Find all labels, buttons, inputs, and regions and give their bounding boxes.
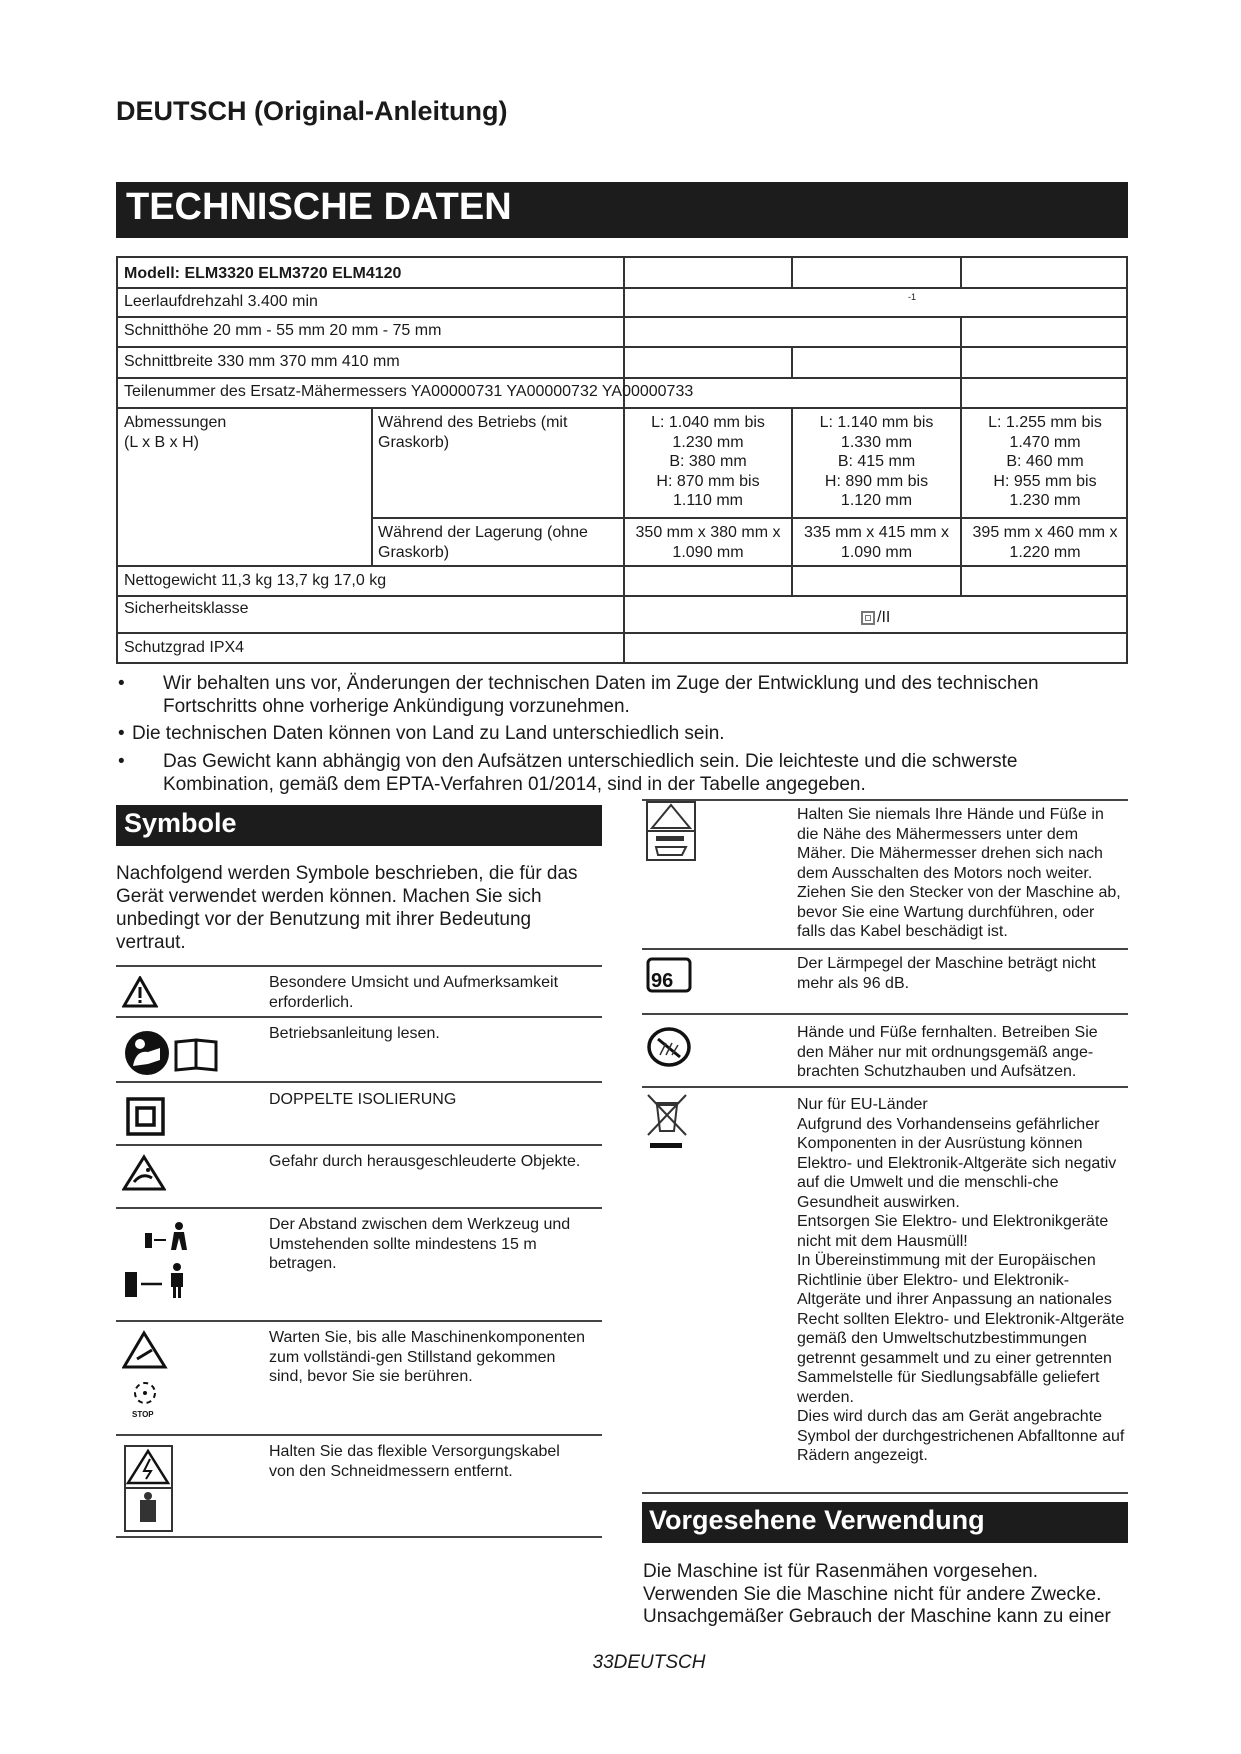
- spec-idle-speed: Leerlaufdrehzahl 3.400 min: [124, 293, 318, 310]
- section-heading-intended-use: Vorgesehene Verwendung: [642, 1502, 1128, 1543]
- distance-bystander-icon: [125, 1222, 187, 1298]
- spec-dim-operation-elm4120: L: 1.255 mm bis 1.470 mm B: 460 mm H: 95…: [988, 414, 1102, 509]
- symbol-text-wait-stop: Warten Sie, bis alle Maschinenkomponente…: [269, 1329, 586, 1385]
- document-title: DEUTSCH (Original-Anleitung): [116, 96, 508, 126]
- symbol-text-thrown-objects: Gefahr durch herausgeschleuderte Objekte…: [269, 1153, 581, 1170]
- spec-blade-part-number: Teilenummer des Ersatz-Mähermessers YA00…: [124, 383, 694, 400]
- cable-blade-icon: [124, 1445, 173, 1532]
- symbols-intro: Nachfolgend werden Symbole beschrieben, …: [116, 863, 578, 953]
- specs-table: Modell: ELM3320 ELM3720 ELM4120 Leerlauf…: [116, 256, 1128, 664]
- section-heading-symbols: Symbole: [116, 805, 602, 846]
- warning-triangle-icon: [122, 976, 158, 1008]
- blade-hands-feet-icon: [646, 801, 696, 861]
- symbol-text-noise: Der Lärmpegel der Maschine beträgt nicht…: [797, 955, 1096, 992]
- spec-safety-class-label: Sicherheitsklasse: [124, 600, 249, 617]
- note-1: Wir behalten uns vor, Änderungen der tec…: [163, 673, 1039, 717]
- spec-dim-storage-elm3720: 335 mm x 415 mm x 1.090 mm: [804, 524, 949, 561]
- thrown-objects-icon: [122, 1154, 166, 1191]
- symbol-text-blade-hands-feet: Halten Sie niemals Ihre Hände und Füße i…: [797, 806, 1121, 940]
- read-manual-icon: [125, 1031, 218, 1075]
- symbol-text-weee: Nur für EU-Länder Aufgrund des Vorhanden…: [797, 1096, 1125, 1464]
- note-2: Die technischen Daten können von Land zu…: [132, 723, 725, 744]
- spec-dimensions-label: Abmessungen (L x B x H): [124, 414, 227, 451]
- section-heading-technical-data: TECHNISCHE DATEN: [116, 182, 1128, 238]
- spec-model: Modell: ELM3320 ELM3720 ELM4120: [124, 265, 402, 282]
- spec-net-weight: Nettogewicht 11,3 kg 13,7 kg 17,0 kg: [124, 572, 387, 589]
- page-footer: 33DEUTSCH: [592, 1652, 706, 1673]
- spec-idle-speed-unit-exponent: -1: [908, 292, 917, 302]
- double-insulation-icon: [861, 610, 875, 625]
- spec-dim-operation-label: Während des Betriebs (mit Graskorb): [378, 414, 568, 451]
- note-3: Das Gewicht kann abhängig von den Aufsät…: [163, 751, 1018, 795]
- stop-label: STOP: [132, 1410, 154, 1419]
- noise-level-icon: 96: [646, 957, 692, 993]
- spec-cutting-width: Schnittbreite 330 mm 370 mm 410 mm: [124, 353, 400, 370]
- double-insulation-icon: [126, 1097, 165, 1136]
- intended-use-text: Die Maschine ist für Rasenmähen vorgeseh…: [643, 1561, 1111, 1627]
- symbol-text-double-insulation: DOPPELTE ISOLIERUNG: [269, 1091, 457, 1108]
- spec-cutting-height: Schnitthöhe 20 mm - 55 mm 20 mm - 75 mm: [124, 322, 442, 339]
- spec-protection-degree: Schutzgrad IPX4: [124, 639, 245, 656]
- spec-dim-storage-label: Während der Lagerung (ohne Graskorb): [378, 524, 588, 561]
- symbol-text-cable: Halten Sie das flexible Versorgungskabel…: [269, 1443, 560, 1480]
- symbol-text-keep-hands-away: Hände und Füße fernhalten. Betreiben Sie…: [797, 1024, 1098, 1080]
- spec-dim-operation-elm3720: L: 1.140 mm bis 1.330 mm B: 415 mm H: 89…: [819, 414, 934, 509]
- symbol-text-read-manual: Betriebsanleitung lesen.: [269, 1025, 440, 1042]
- spec-safety-class-value: /II: [861, 608, 890, 628]
- spec-dim-operation-elm3320: L: 1.040 mm bis 1.230 mm B: 380 mm H: 87…: [651, 414, 765, 509]
- keep-hands-away-icon: [647, 1027, 691, 1067]
- noise-level-value: 96: [651, 970, 673, 992]
- spec-dim-storage-elm4120: 395 mm x 460 mm x 1.220 mm: [972, 524, 1118, 561]
- wait-stop-icon: STOP: [122, 1330, 168, 1419]
- spec-dim-storage-elm3320: 350 mm x 380 mm x 1.090 mm: [635, 524, 781, 561]
- weee-bin-icon: [647, 1094, 687, 1148]
- symbol-text-distance: Der Abstand zwischen dem Werkzeug und Um…: [269, 1216, 571, 1272]
- symbol-text-caution: Besondere Umsicht und Aufmerksamkeit erf…: [269, 974, 559, 1011]
